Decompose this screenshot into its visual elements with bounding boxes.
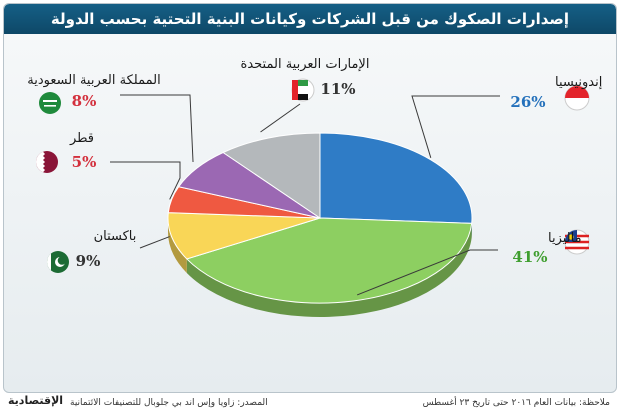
slice-side-pakistan [168, 218, 187, 273]
malaysia-flag-icon [564, 229, 590, 255]
indonesia-flag-icon [564, 85, 590, 111]
label-pakistan: باكستان [94, 229, 137, 244]
pct-pakistan: 9% [76, 252, 101, 270]
pct-qatar: 5% [72, 153, 97, 171]
footer-source: المصدر: زاويا وإس اند بي جلوبال للتصنيفا… [70, 398, 268, 408]
saudi-flag-icon [39, 92, 61, 114]
publisher-logo: الإقتصادية [8, 394, 64, 407]
pie-slices [167, 132, 473, 304]
pct-indonesia: 26% [510, 93, 545, 111]
pct-malaysia: 41% [512, 248, 547, 266]
leader-line-indonesia [411, 95, 500, 158]
label-indonesia: إندونيسيا [555, 75, 602, 90]
pct-saudi-arabia: 8% [72, 92, 97, 110]
uae-flag-icon [291, 78, 315, 102]
leader-line-malaysia [356, 249, 498, 296]
label-uae: الإمارات العربية المتحدة [241, 57, 370, 72]
leader-line-uae [260, 103, 301, 133]
leader-lines [110, 94, 500, 296]
footer-note: ملاحظة: بيانات العام ٢٠١٦ حتى تاريخ ٢٣ أ… [422, 398, 610, 408]
label-saudi-arabia: المملكة العربية السعودية [27, 73, 160, 88]
pakistan-flag-icon [46, 251, 69, 273]
label-qatar: قطر [69, 131, 94, 146]
slice-indonesia [319, 132, 473, 224]
slice-malaysia [185, 217, 473, 304]
slice-uae [222, 132, 321, 219]
title-bar: إصدارات الصكوك من قبل الشركات وكيانات ال… [4, 4, 616, 34]
pct-uae: 11% [320, 80, 355, 98]
label-malaysia: ماليزيا [548, 231, 582, 246]
slice-side-malaysia [186, 223, 472, 317]
slice-pakistan [167, 212, 321, 260]
chart-frame: إصدارات الصكوك من قبل الشركات وكيانات ال… [3, 3, 617, 393]
leader-line-qatar [110, 161, 181, 200]
footer: ملاحظة: بيانات العام ٢٠١٦ حتى تاريخ ٢٣ أ… [0, 394, 622, 416]
chart-title: إصدارات الصكوك من قبل الشركات وكيانات ال… [50, 10, 570, 28]
leader-line-pakistan [139, 236, 170, 249]
qatar-flag-icon [36, 151, 58, 173]
leader-line-saudi-arabia [120, 94, 194, 163]
